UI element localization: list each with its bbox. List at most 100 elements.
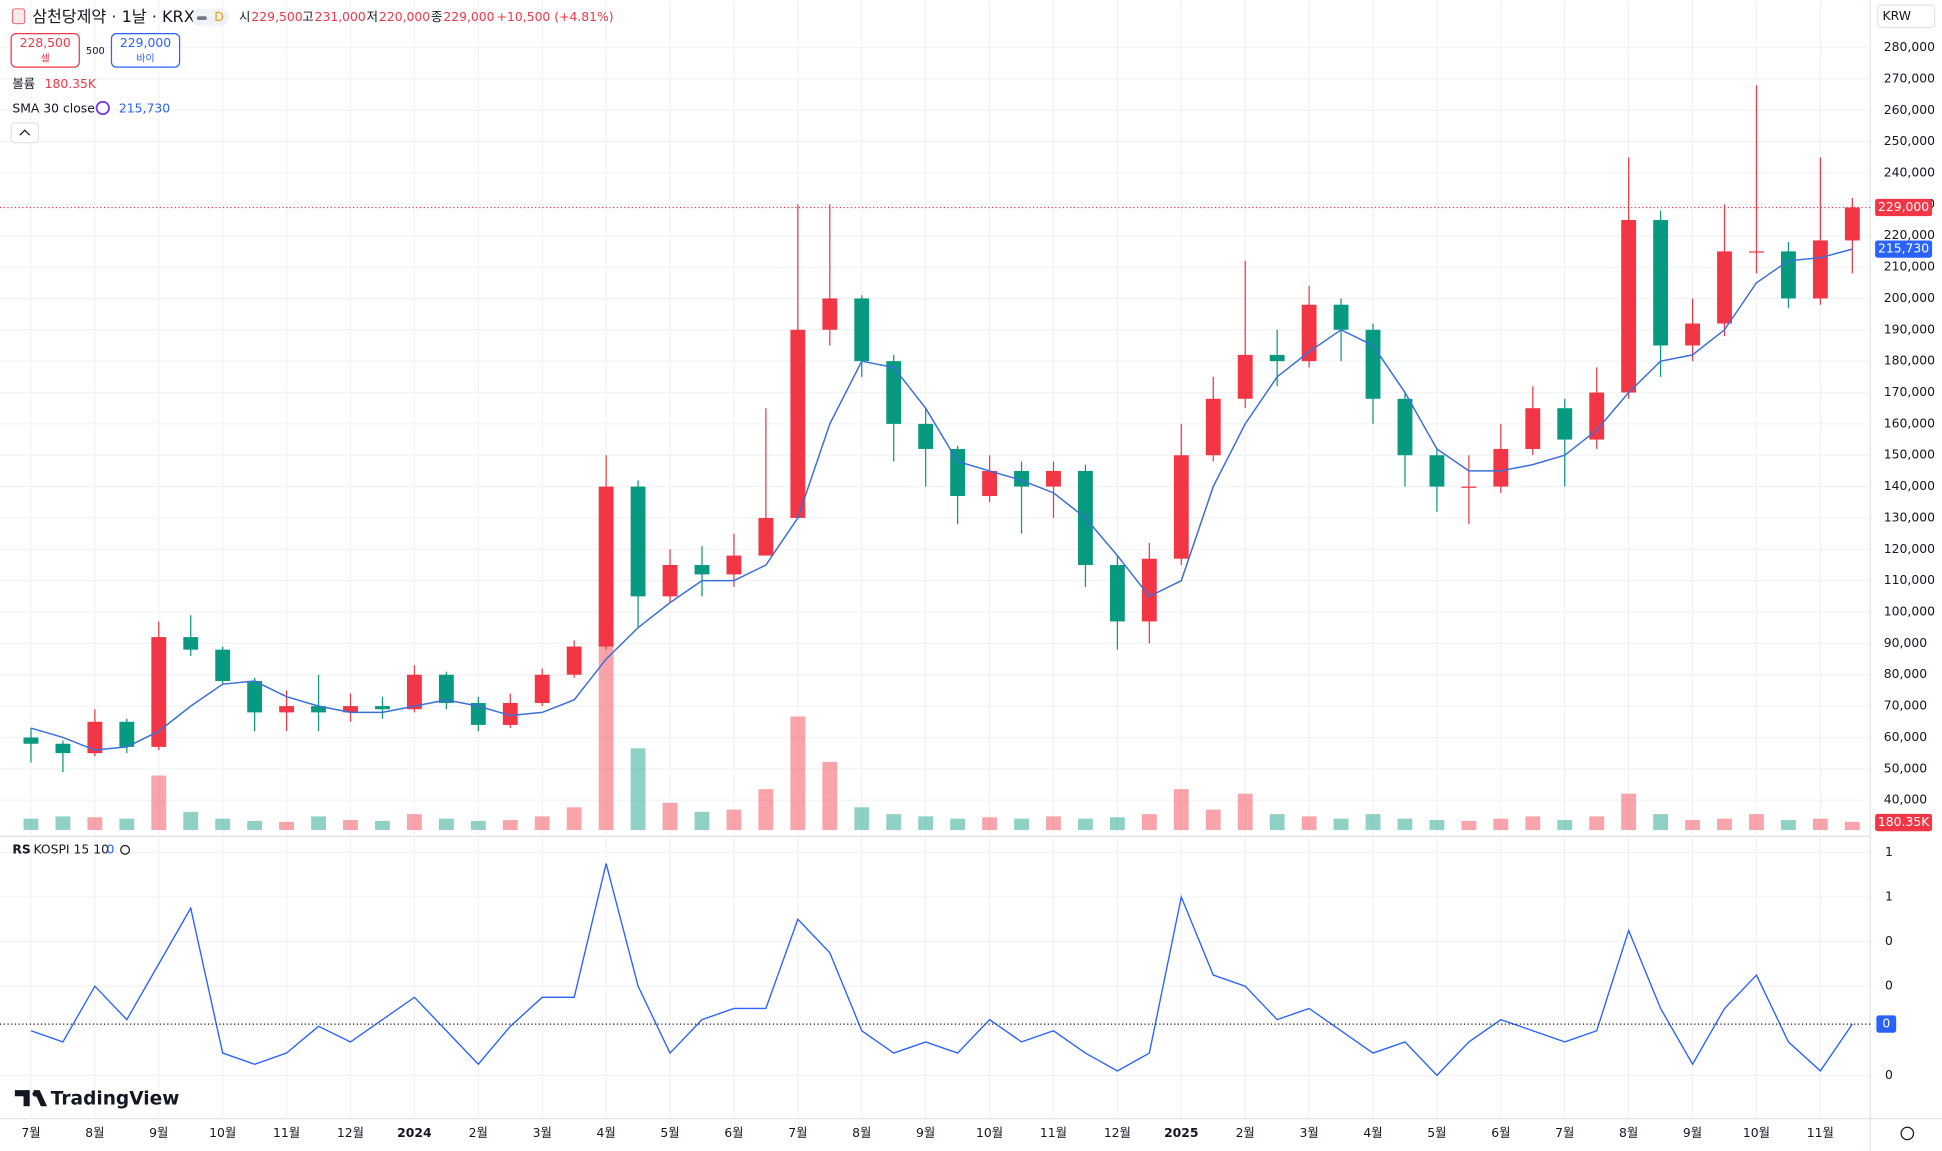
sma-legend-value: 215,730 <box>119 102 170 116</box>
y-tick-label: 180,000 <box>1884 354 1935 368</box>
rs-legend-title: RS <box>12 842 30 856</box>
candle-body <box>1780 251 1796 299</box>
logo-mark <box>14 1090 48 1107</box>
volume-bar <box>343 820 358 831</box>
candle-body <box>1205 398 1221 456</box>
y-tick-label: 170,000 <box>1884 385 1935 399</box>
hide-icon[interactable] <box>120 844 131 855</box>
sma-icon[interactable] <box>95 100 110 116</box>
volume-bar <box>247 820 263 831</box>
volume-bar <box>1653 814 1669 831</box>
x-tick-label: 6월 <box>1491 1126 1510 1140</box>
candle-body <box>630 486 646 597</box>
volume-bar <box>726 809 742 831</box>
x-tick-label: 12월 <box>1104 1126 1131 1140</box>
interval-pill[interactable] <box>191 8 230 27</box>
candle-body <box>1173 455 1189 559</box>
volume-bar <box>1461 820 1477 831</box>
y-tick-label: 210,000 <box>1884 260 1935 274</box>
candle-body <box>1621 220 1637 393</box>
volume-bar <box>311 816 326 831</box>
candle-body <box>406 674 422 710</box>
volume-bar <box>1717 818 1732 831</box>
volume-bar <box>1621 793 1637 831</box>
settings-icon[interactable] <box>1900 1126 1915 1141</box>
y-tick-label: 80,000 <box>1884 667 1927 681</box>
volume-bar <box>502 820 518 831</box>
candle-body <box>151 637 167 747</box>
candle-body <box>1653 220 1669 346</box>
volume-bar <box>886 814 902 831</box>
y-tick-label: 0 <box>1885 934 1893 948</box>
candle-body <box>343 706 358 713</box>
x-tick-label: 9월 <box>916 1126 935 1140</box>
y-tick-label: 1 <box>1885 845 1893 859</box>
x-tick-label: 10월 <box>976 1126 1003 1140</box>
volume-bar <box>694 811 710 831</box>
candle-body <box>1717 251 1732 324</box>
y-tick-label: 190,000 <box>1884 322 1935 336</box>
ohlc-key: 고 <box>302 10 313 24</box>
volume-bar <box>662 802 678 831</box>
x-tick-label: 12월 <box>337 1126 364 1140</box>
volume-bar <box>1141 814 1157 831</box>
price-label: 229,000 <box>1878 200 1929 214</box>
symbol-title[interactable]: 삼천당제약 · 1날 · KRX <box>32 7 195 26</box>
brand-logo: TradingView <box>14 1088 180 1109</box>
price-label-box <box>1875 198 1933 217</box>
y-tick-label: 0 <box>1885 1068 1893 1082</box>
x-tick-label: 9월 <box>1683 1126 1702 1140</box>
candle-body <box>215 649 231 682</box>
candle-body <box>886 361 902 424</box>
currency-button[interactable] <box>1876 4 1936 29</box>
volume-bar <box>183 811 199 831</box>
y-tick-label: 60,000 <box>1884 730 1927 744</box>
volume-bar <box>1173 789 1189 831</box>
y-tick-label: 240,000 <box>1884 165 1935 179</box>
x-tick-label: 2025 <box>1164 1126 1198 1140</box>
x-tick-label: 5월 <box>1427 1126 1446 1140</box>
volume-bar <box>1109 817 1125 831</box>
x-tick-label: 9월 <box>149 1126 168 1140</box>
candle-body <box>87 721 103 754</box>
volume-bar <box>790 716 806 831</box>
rs-label-box <box>1876 1015 1897 1033</box>
plot <box>0 85 1871 1077</box>
x-tick-label: 10월 <box>1743 1126 1770 1140</box>
volume-bar <box>1525 816 1541 831</box>
volume-bar <box>534 816 550 831</box>
candle-body <box>247 681 263 713</box>
volume-bar <box>23 818 39 831</box>
candle-body <box>119 721 135 747</box>
rs-label: 0 <box>1882 1017 1890 1031</box>
x-tick-label: 3월 <box>533 1126 552 1140</box>
logo-dot <box>32 1090 39 1097</box>
buy-button[interactable] <box>110 33 181 68</box>
sell-button[interactable] <box>10 33 80 68</box>
sma-legend: SMA 30 close <box>12 102 94 116</box>
candle-body <box>375 706 390 710</box>
candle-body <box>1525 408 1541 449</box>
ohlc-value: 231,000 <box>315 10 366 24</box>
candle-body <box>822 298 838 330</box>
buy-price: 229,000 <box>120 36 171 50</box>
candle-body <box>311 706 326 713</box>
brand: TradingView <box>51 1088 180 1109</box>
currency: KRW <box>1883 9 1911 23</box>
collapse-icon <box>19 129 31 136</box>
candle-body <box>183 637 199 650</box>
candle-body <box>566 646 582 675</box>
candle-body <box>1333 304 1349 330</box>
collapse-button[interactable] <box>10 122 40 144</box>
candle-body <box>1685 323 1700 346</box>
volume-bar <box>950 818 966 831</box>
candle-body <box>662 564 678 597</box>
candle-body <box>950 448 966 497</box>
x-tick-label: 8월 <box>85 1126 104 1140</box>
volume-bar <box>1365 814 1381 831</box>
x-tick-label: 4월 <box>596 1126 615 1140</box>
candle-body <box>790 329 806 518</box>
volume-bar <box>87 817 103 831</box>
volume-bar <box>215 818 231 831</box>
